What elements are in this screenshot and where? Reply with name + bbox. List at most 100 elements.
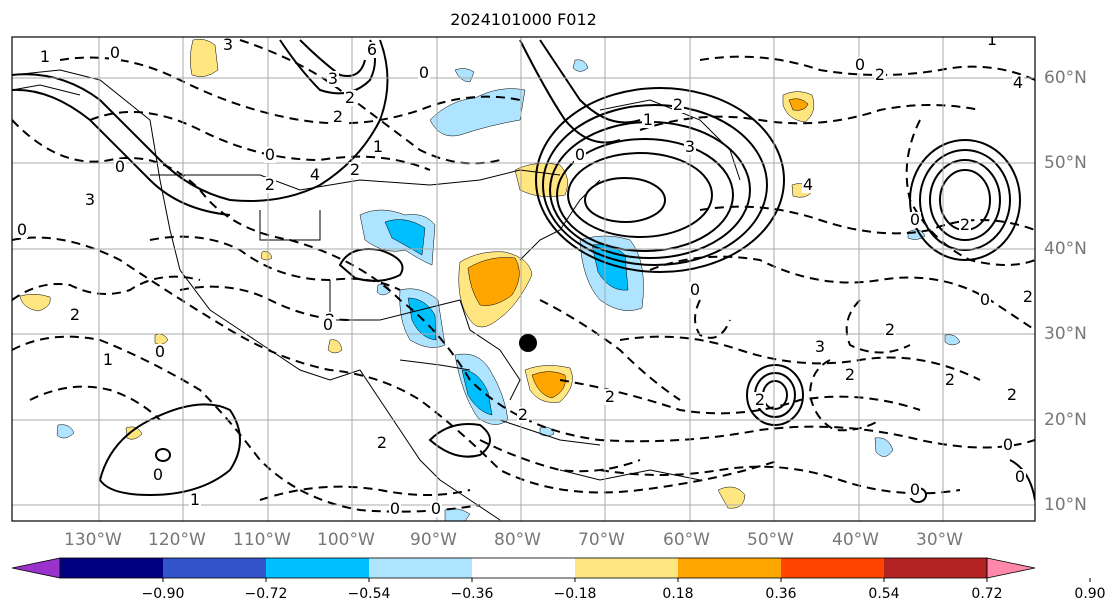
- contour-label-bg: [1012, 75, 1024, 91]
- contour-label-bg: [114, 159, 126, 175]
- contour-label: 2: [345, 88, 355, 107]
- contour-label: 0: [690, 280, 700, 299]
- colorbar: −0.90 −0.72 −0.54 −0.36 −0.18 0.18 0.36 0.54 0.7…: [11, 557, 1105, 602]
- lon-label-100w: 100°W: [317, 530, 375, 550]
- contour-label: 2: [673, 95, 683, 114]
- colorbar-tick-label: −0.18: [554, 586, 597, 602]
- contour-label-bg: [986, 37, 998, 48]
- colorbar-tick-label: −0.90: [142, 586, 185, 602]
- contour-label-bg: [754, 392, 766, 408]
- contour-label-bg: [327, 71, 339, 87]
- location-marker: [519, 334, 537, 352]
- lon-label-130w: 130°W: [64, 530, 122, 550]
- contour-label: 2: [265, 175, 275, 194]
- lat-label-60n: 60°N: [1044, 68, 1087, 88]
- contour-label: 2: [1023, 287, 1033, 306]
- colorbar-segment: [163, 558, 267, 578]
- contour-label: 0: [910, 210, 920, 229]
- contour-label-bg: [1002, 437, 1014, 453]
- contour-label: 0: [855, 55, 865, 74]
- contour-label-bg: [517, 407, 529, 423]
- contour-label-bg: [1006, 387, 1018, 403]
- contour-label: 2: [605, 387, 615, 406]
- contour-label: 3: [815, 337, 825, 356]
- contour-label: 3: [223, 35, 233, 54]
- colorbar-segment: [472, 558, 576, 578]
- contour-label: 2: [945, 370, 955, 389]
- colorbar-tick-label: 0.72: [971, 586, 1002, 602]
- contour-label: 0: [910, 480, 920, 499]
- contour-label-bg: [430, 501, 442, 517]
- lon-label-90w: 90°W: [410, 530, 457, 550]
- contour-label-bg: [604, 389, 616, 405]
- contour-label-bg: [979, 292, 991, 308]
- contour-label-bg: [1014, 469, 1026, 485]
- contour-label: 2: [755, 390, 765, 409]
- colorbar-segment: [781, 558, 885, 578]
- contour-label-bg: [909, 482, 921, 498]
- contour-label: 0: [575, 145, 585, 164]
- contour-label-bg: [264, 147, 276, 163]
- contour-label: 4: [1013, 73, 1023, 92]
- contour-label-bg: [844, 367, 856, 383]
- anomaly-shading: [19, 38, 961, 521]
- contour-label: 0: [419, 63, 429, 82]
- contour-label: 0: [390, 499, 400, 518]
- colorbar-border: [59, 557, 988, 579]
- contour-label-bg: [189, 492, 201, 508]
- colorbar-segment: [884, 558, 988, 578]
- colorbar-segment: [60, 558, 164, 578]
- contour-label: 0: [17, 220, 27, 239]
- colorbar-extend-low: [11, 557, 61, 579]
- contour-label-bg: [642, 112, 654, 128]
- contour-label: 2: [875, 65, 885, 84]
- contour-label: 2: [518, 405, 528, 424]
- contour-label-bg: [69, 307, 81, 323]
- contour-label: 0: [110, 43, 120, 62]
- contour-label-bg: [16, 222, 28, 238]
- lat-label-40n: 40°N: [1044, 239, 1087, 259]
- colorbar-tick-label: 0.90: [1074, 586, 1105, 602]
- lat-label-50n: 50°N: [1044, 153, 1087, 173]
- contour-label-bg: [672, 97, 684, 113]
- contour-label-bg: [222, 37, 234, 53]
- contour-label-bg: [574, 147, 586, 163]
- contour-label-bg: [884, 322, 896, 338]
- contour-label-bg: [684, 139, 696, 155]
- coastlines: [12, 69, 741, 521]
- lat-label-30n: 30°N: [1044, 324, 1087, 344]
- colorbar-segment: [575, 558, 679, 578]
- contour-label: 0: [1003, 435, 1013, 454]
- contour-label-bg: [874, 67, 886, 83]
- lon-label-40w: 40°W: [832, 530, 879, 550]
- map-title: 2024101000 F012: [450, 10, 597, 29]
- contour-label: 4: [310, 165, 320, 184]
- contour-label: 0: [1015, 467, 1025, 486]
- colorbar-tick-label: 0.36: [765, 586, 796, 602]
- contour-label-bg: [264, 177, 276, 193]
- contour-label-bg: [154, 344, 166, 360]
- contour-label: 2: [960, 215, 970, 234]
- contour-label-bg: [322, 317, 334, 333]
- contour-label-bg: [109, 45, 121, 61]
- contour-label: 0: [980, 290, 990, 309]
- contour-label: 1: [190, 490, 200, 509]
- lat-label-20n: 20°N: [1044, 410, 1087, 430]
- map-frame: [11, 36, 1036, 522]
- contour-label: 0: [153, 465, 163, 484]
- contour-label: 4: [803, 175, 813, 194]
- colorbar-segment: [678, 558, 782, 578]
- lon-label-80w: 80°W: [494, 530, 541, 550]
- contour-label-bg: [332, 109, 344, 125]
- lon-label-110w: 110°W: [233, 530, 291, 550]
- contour-label: 0: [431, 499, 441, 518]
- contour-label: 1: [987, 30, 997, 49]
- colorbar-segment: [266, 558, 370, 578]
- contour-label: 3: [685, 137, 695, 156]
- contour-label: 0: [115, 157, 125, 176]
- contour-label: 1: [643, 110, 653, 129]
- contour-label: 1: [103, 350, 113, 369]
- contour-label-bg: [102, 352, 114, 368]
- contour-label: 0: [155, 342, 165, 361]
